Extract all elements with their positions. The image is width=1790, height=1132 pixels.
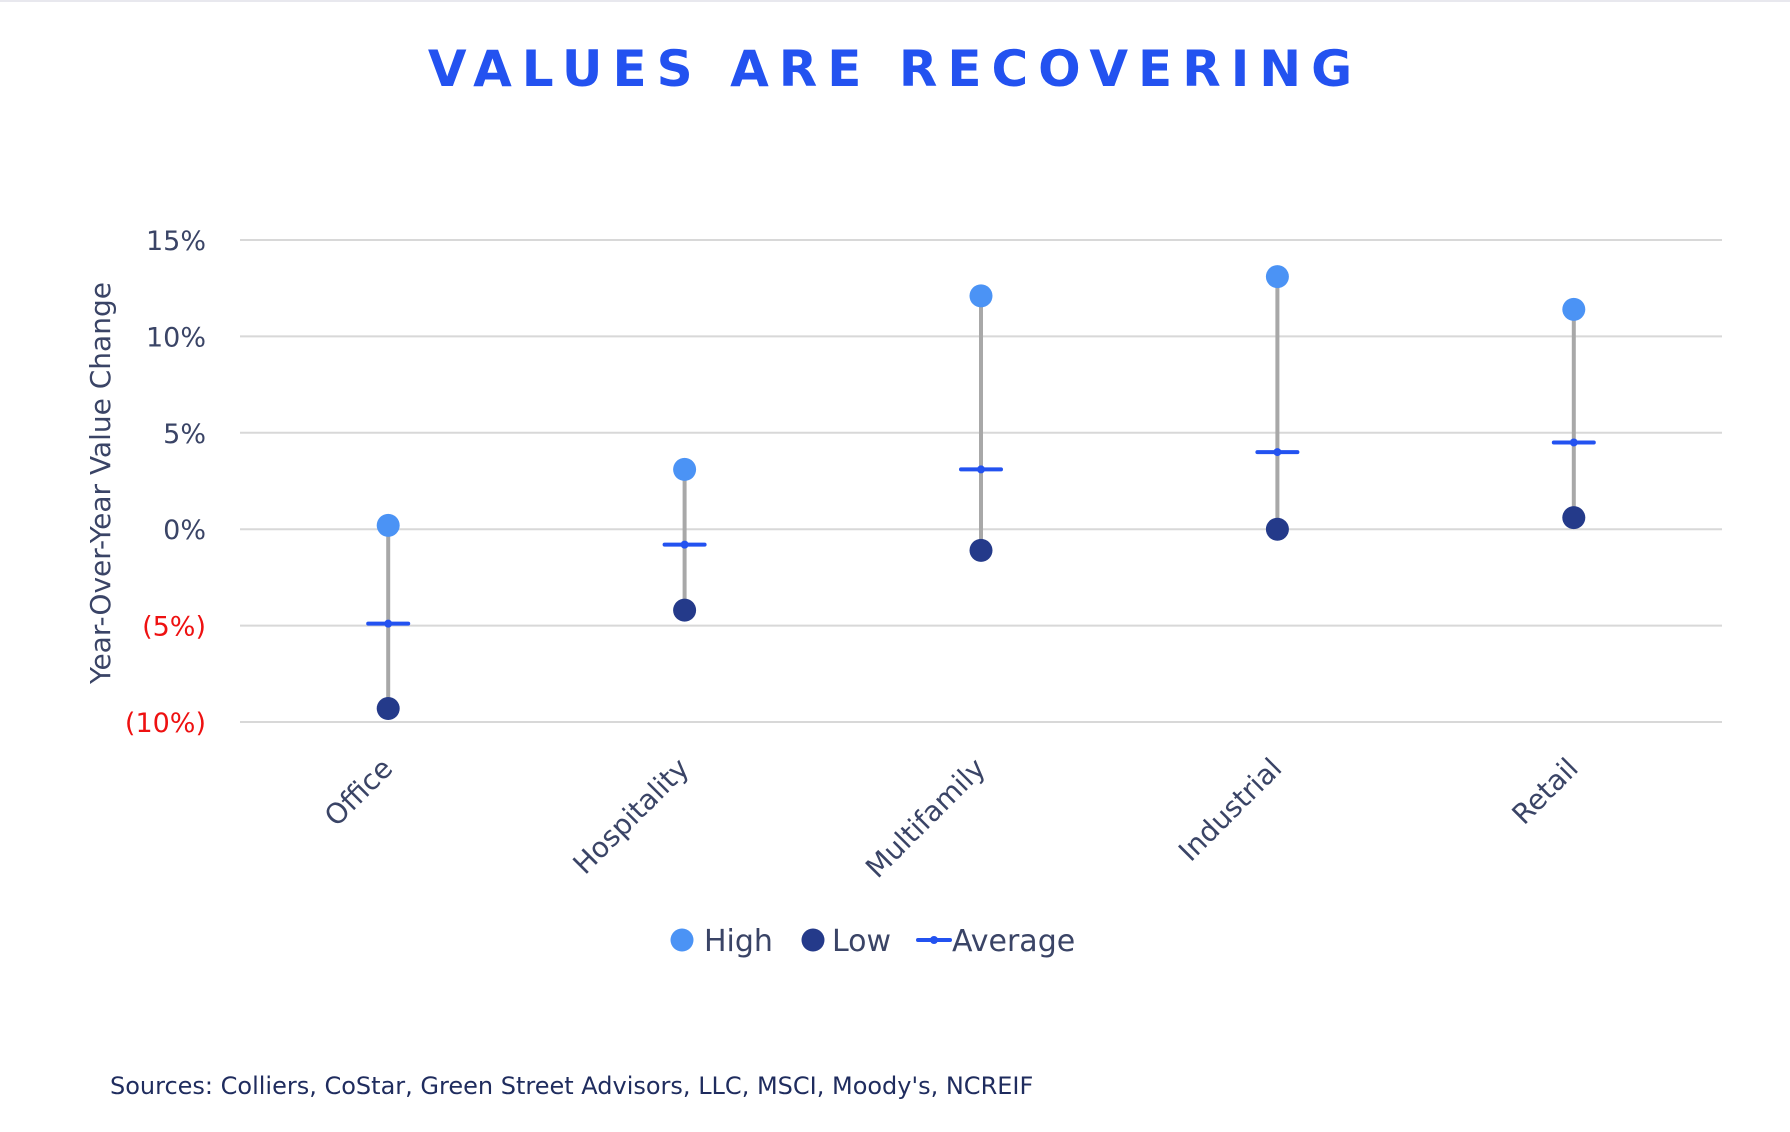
x-tick-label: Office [318, 752, 399, 833]
whisker-layer [386, 276, 1576, 709]
x-tick-label: Multifamily [859, 752, 992, 885]
average-dot [1569, 438, 1578, 447]
low-point [376, 697, 400, 721]
grid-layer [240, 239, 1722, 723]
y-tick-label: (5%) [142, 612, 206, 643]
x-tick-label: Hospitality [566, 752, 695, 881]
low-point [673, 598, 697, 622]
y-tick-label: 10% [146, 322, 206, 353]
average-dot [977, 465, 985, 474]
y-axis-ticks: 15% 10% 5% 0% (5%) (10%) [125, 226, 206, 739]
y-tick-label: 0% [163, 515, 206, 546]
legend-average-dot [930, 936, 938, 944]
source-note: Sources: Colliers, CoStar, Green Street … [110, 1072, 1034, 1100]
legend: High Low Average [670, 924, 1075, 959]
legend-high-label: High [704, 924, 773, 959]
high-point [1562, 297, 1586, 321]
x-tick-label: Industrial [1172, 752, 1288, 868]
legend-average-label: Average [952, 924, 1075, 959]
low-layer [376, 506, 1586, 721]
y-tick-label: 5% [163, 419, 206, 450]
average-dot [1273, 448, 1282, 457]
y-tick-label: (10%) [125, 708, 206, 739]
chart-title: VALUES ARE RECOVERING [427, 40, 1363, 98]
y-tick-label: 15% [146, 226, 206, 257]
x-tick-label: Retail [1505, 752, 1584, 831]
high-point [1265, 265, 1289, 289]
legend-low-label: Low [832, 924, 891, 959]
high-point [376, 513, 400, 537]
low-point [1265, 517, 1289, 541]
high-point [673, 457, 697, 481]
average-dot [680, 540, 689, 549]
average-layer [366, 438, 1596, 628]
top-divider [0, 0, 1790, 2]
high-point [969, 284, 993, 308]
high-layer [376, 265, 1586, 537]
legend-low-marker [801, 928, 825, 952]
low-point [1562, 506, 1586, 530]
average-dot [384, 619, 393, 628]
legend-high-marker [670, 928, 694, 952]
low-point [969, 538, 993, 562]
x-axis-ticks: Office Hospitality Multifamily Industrial Re… [318, 752, 1585, 885]
y-axis-label: Year-Over-Year Value Change [84, 282, 117, 685]
